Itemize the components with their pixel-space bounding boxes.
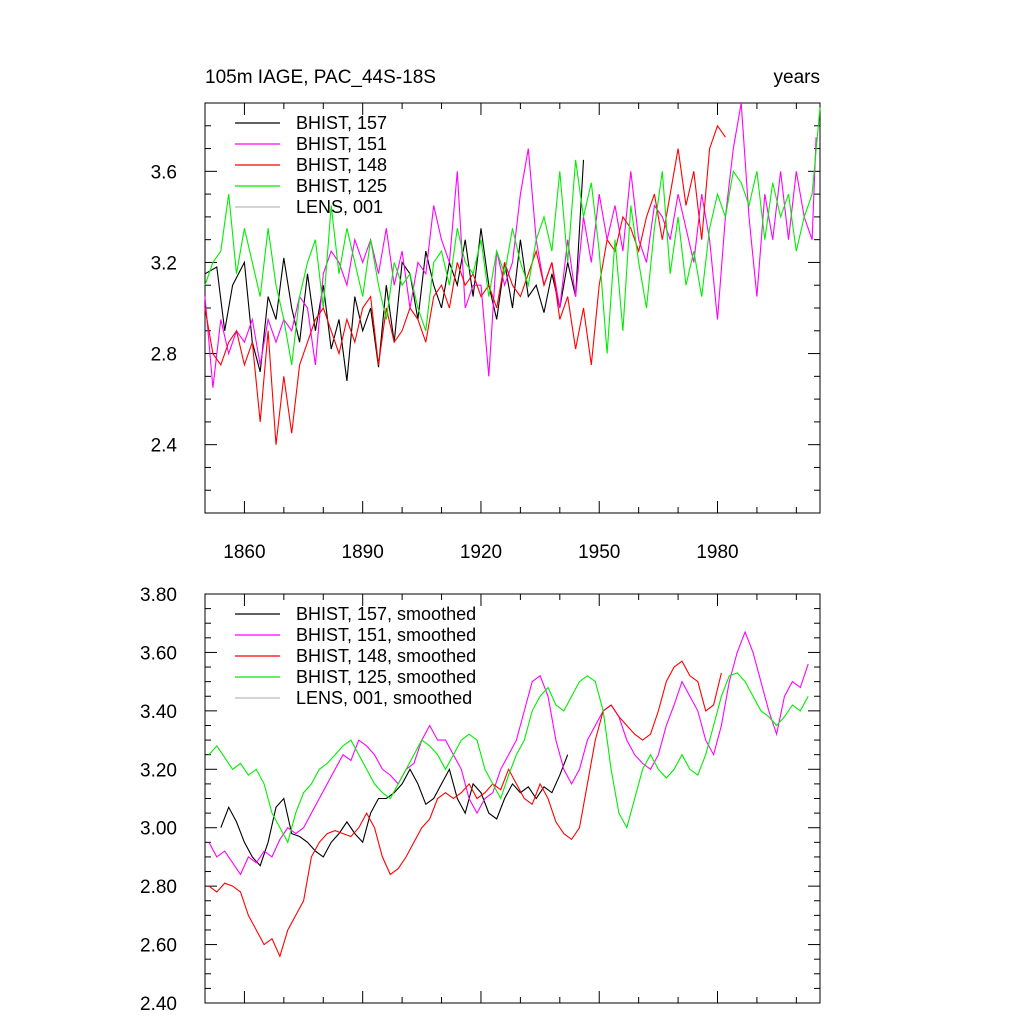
- series-line-bhist-125: [204, 107, 821, 365]
- bottom-y-tick-label: 3.20: [140, 760, 177, 781]
- legend-label: BHIST, 151, smoothed: [296, 625, 476, 645]
- legend-label: BHIST, 148: [296, 155, 387, 175]
- bottom-y-tick-label: 3.60: [140, 643, 177, 664]
- top-y-tick-label: 2.8: [151, 345, 177, 366]
- legend-label: BHIST, 148, smoothed: [296, 646, 476, 666]
- bottom-y-tick-label: 2.60: [140, 936, 177, 957]
- bottom-series: [208, 630, 809, 958]
- bottom-y-tick-label: 3.00: [140, 819, 177, 840]
- top-legend: BHIST, 157 BHIST, 151 BHIST, 148 BHIST, …: [235, 113, 387, 217]
- bottom-y-tick-label: 2.40: [140, 994, 177, 1015]
- bottom-y-tick-label: 3.80: [140, 585, 177, 606]
- series-line-bhist-151: [204, 102, 817, 388]
- top-x-tick-labels: 1860 1890 1920 1950 1980: [223, 542, 738, 563]
- legend-label: BHIST, 157, smoothed: [296, 604, 476, 624]
- top-panel: 105m IAGE, PAC_44S-18S years 2.4 2.8 3.2…: [151, 67, 821, 563]
- top-x-tick-label: 1860: [223, 542, 265, 563]
- legend-label: BHIST, 125: [296, 176, 387, 196]
- top-x-tick-label: 1980: [696, 542, 738, 563]
- bottom-y-tick-labels: 2.40 2.60 2.80 3.00 3.20 3.40 3.60 3.80: [140, 585, 177, 1015]
- top-y-tick-label: 3.2: [151, 253, 177, 274]
- legend-label: BHIST, 151: [296, 134, 387, 154]
- series-line-bhist-148: [204, 124, 726, 445]
- top-series: [204, 102, 821, 445]
- series-line-bhist-148-smoothed: [208, 660, 722, 958]
- bottom-panel: 2.40 2.60 2.80 3.00 3.20 3.40 3.60 3.80 …: [140, 585, 821, 1015]
- top-title-right: years: [774, 67, 820, 88]
- bottom-axis-ticks: [204, 593, 820, 1004]
- top-x-tick-label: 1890: [342, 542, 384, 563]
- series-line-bhist-157-smoothed: [220, 754, 569, 867]
- top-y-tick-label: 3.6: [151, 162, 177, 183]
- top-x-tick-label: 1950: [578, 542, 620, 563]
- series-line-bhist-125-smoothed: [208, 672, 809, 844]
- bottom-y-tick-label: 3.40: [140, 702, 177, 723]
- series-line-bhist-157: [204, 159, 585, 381]
- bottom-y-tick-label: 2.80: [140, 877, 177, 898]
- top-x-tick-label: 1920: [460, 542, 502, 563]
- legend-label: BHIST, 157: [296, 113, 387, 133]
- top-y-tick-labels: 2.4 2.8 3.2 3.6: [151, 162, 178, 456]
- bottom-legend: BHIST, 157, smoothed BHIST, 151, smoothe…: [235, 604, 476, 708]
- legend-label: LENS, 001: [296, 197, 383, 217]
- legend-label: BHIST, 125, smoothed: [296, 667, 476, 687]
- top-title-left: 105m IAGE, PAC_44S-18S: [205, 67, 436, 88]
- top-y-tick-label: 2.4: [151, 436, 178, 457]
- legend-label: LENS, 001, smoothed: [296, 688, 472, 708]
